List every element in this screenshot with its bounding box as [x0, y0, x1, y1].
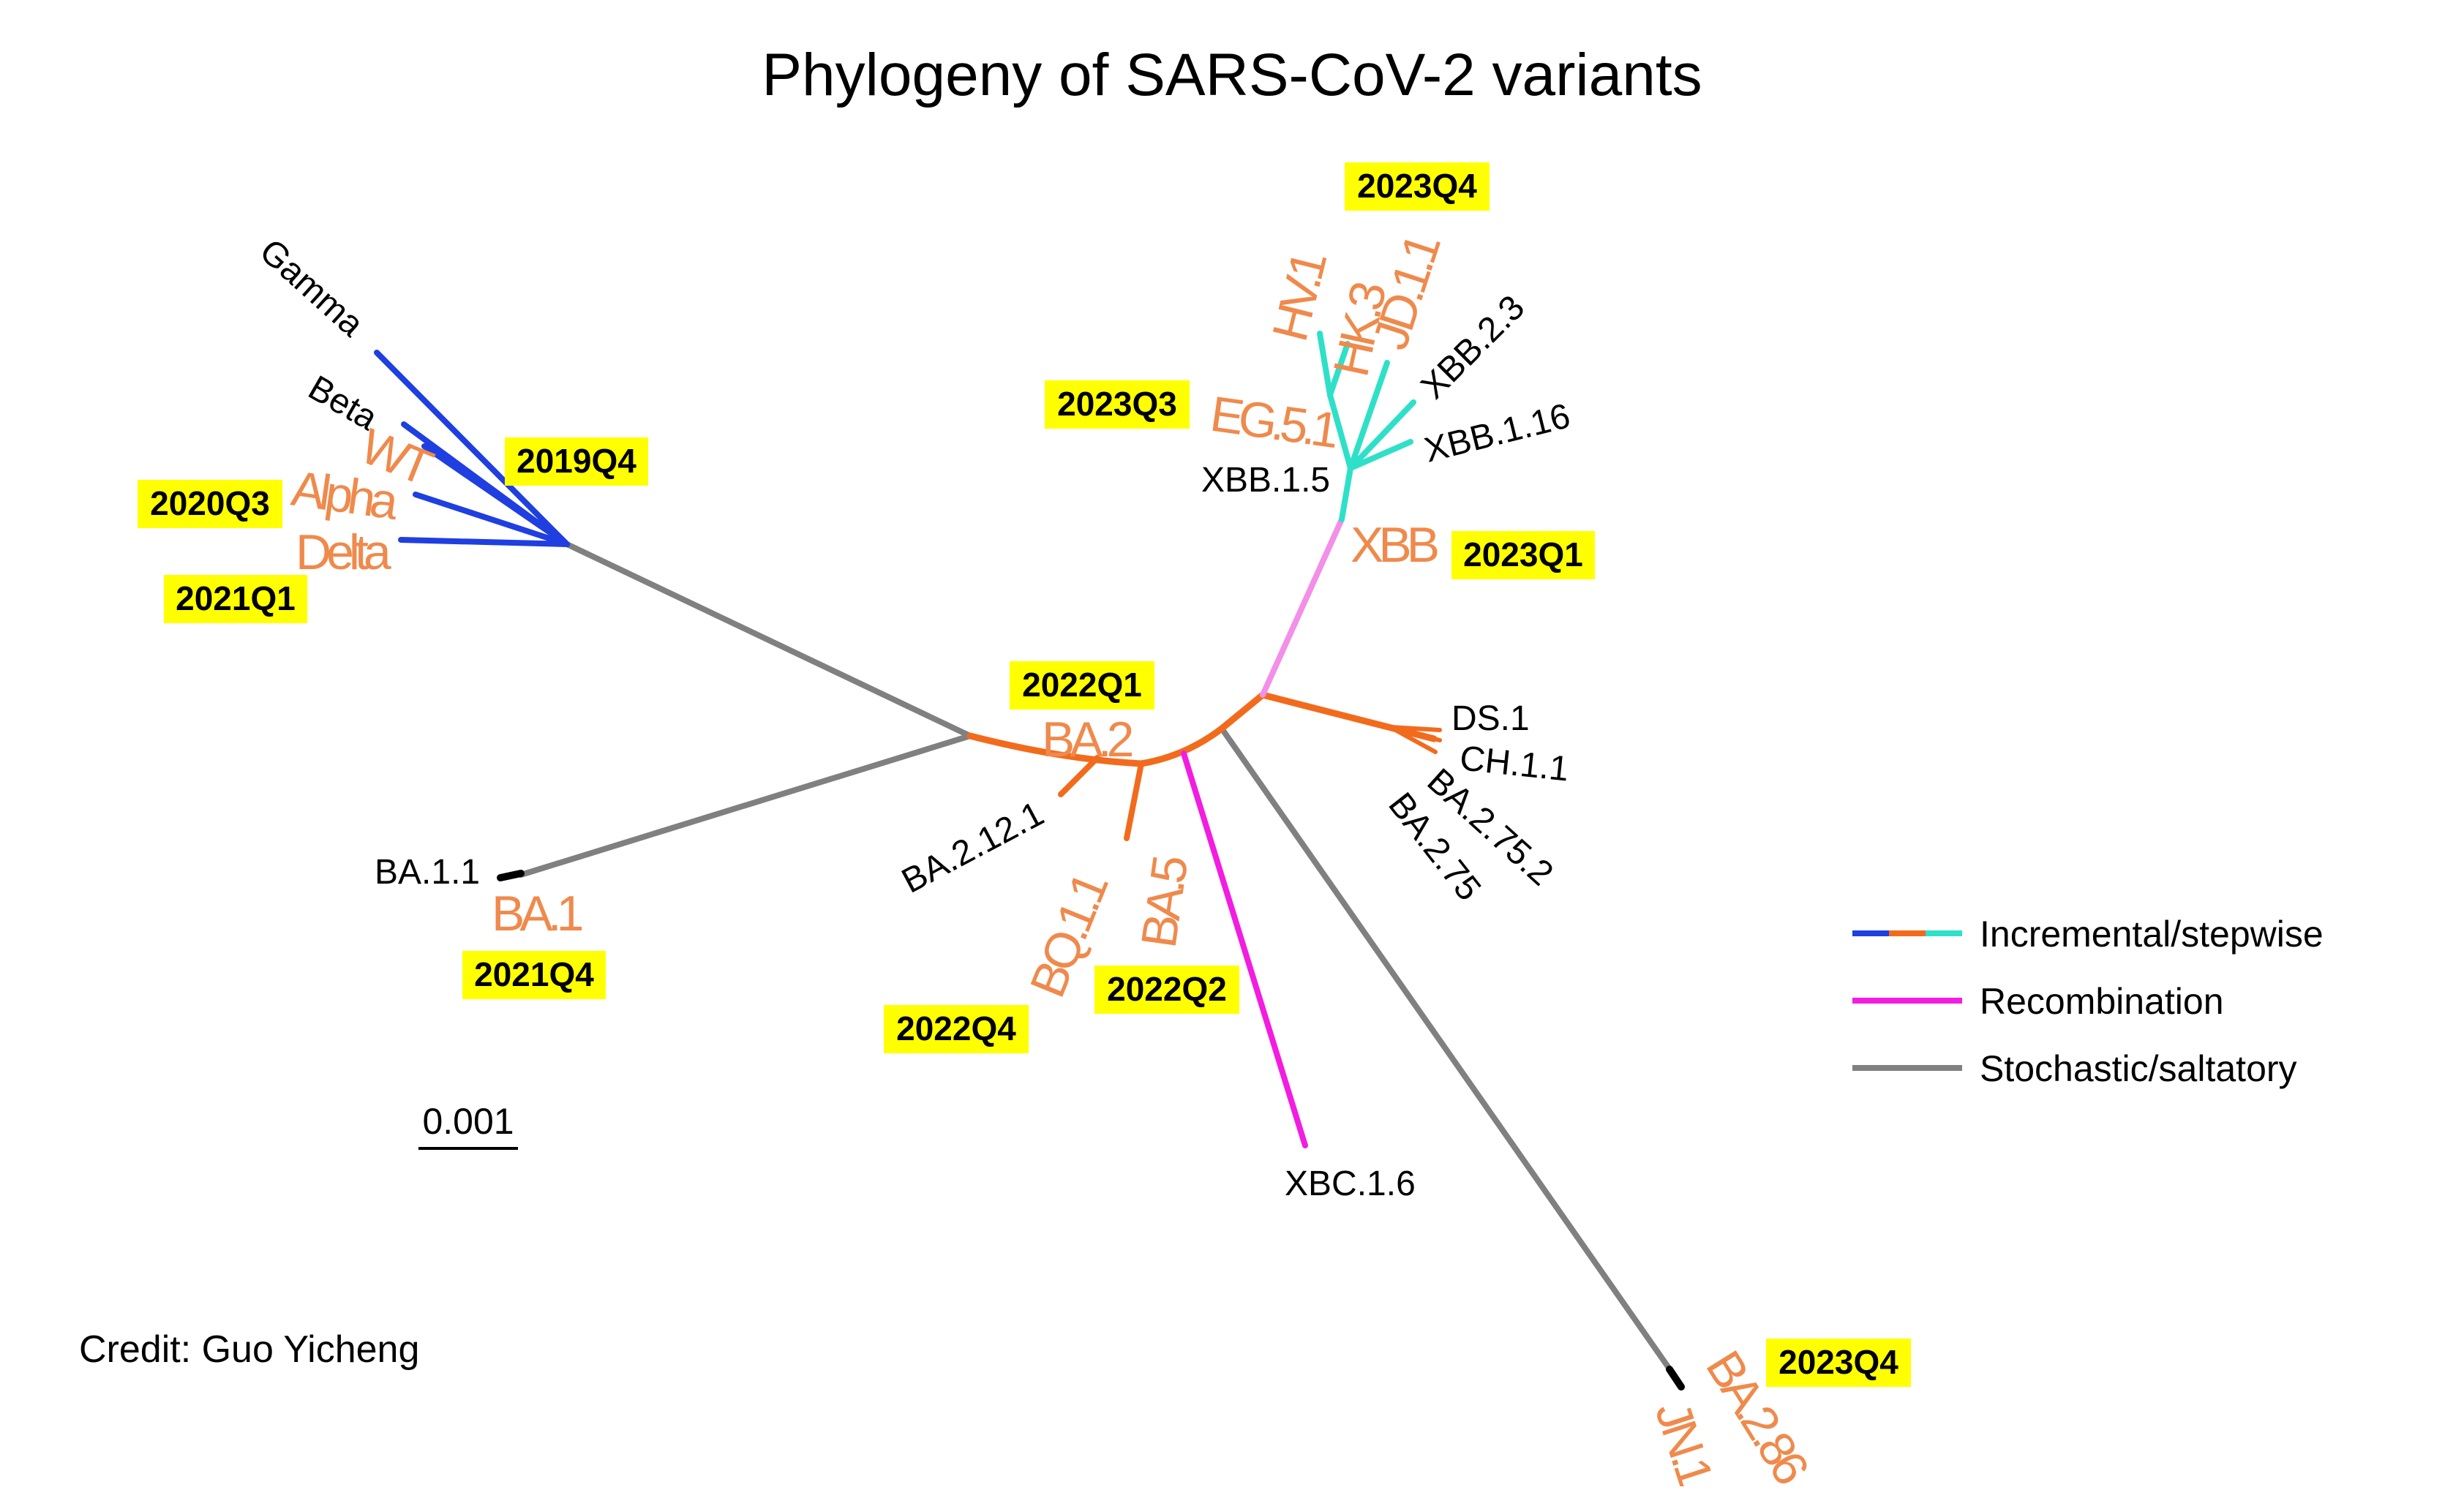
quarter-2020q3: 2020Q3	[138, 480, 282, 528]
svg-text:2023Q4: 2023Q4	[1357, 167, 1477, 205]
branch-root-to-ba2	[564, 541, 973, 739]
label-xbb1-5: XBB.1.5	[1201, 461, 1330, 500]
branch-xbb2-3	[1348, 399, 1416, 471]
tip-ba2-86	[1666, 1366, 1685, 1391]
svg-text:2019Q4: 2019Q4	[517, 442, 636, 480]
branch-wt	[421, 443, 570, 547]
svg-text:2022Q4: 2022Q4	[896, 1009, 1016, 1047]
credit-text: Credit: Guo Yicheng	[79, 1328, 419, 1371]
quarter-2023q3: 2023Q3	[1045, 380, 1190, 429]
branch-jd1-1	[1348, 360, 1390, 471]
scale-bar: 0.001	[418, 1101, 518, 1150]
branch-xbb	[1260, 516, 1345, 698]
branch-eg5-1	[1327, 392, 1353, 471]
tip-ba1-1	[497, 870, 525, 881]
label-ch1-1: CH.1.1	[1458, 739, 1571, 789]
figure-title: Phylogeny of SARS-CoV-2 variants	[762, 42, 1702, 108]
label-gamma: Gamma	[252, 232, 372, 345]
branch-hk3	[1327, 341, 1351, 398]
svg-text:2022Q1: 2022Q1	[1022, 666, 1142, 704]
svg-text:Stochastic/saltatory: Stochastic/saltatory	[1980, 1048, 2297, 1089]
svg-text:Recombination: Recombination	[1980, 981, 2224, 1022]
label-ba2: BA.2	[1042, 712, 1133, 767]
svg-text:2021Q4: 2021Q4	[474, 955, 594, 993]
label-jn1: JN.1	[1645, 1395, 1724, 1486]
label-ba5: BA.5	[1131, 854, 1198, 951]
legend-item-incremental: Incremental/stepwise	[1852, 914, 2324, 955]
branch-omicron-backbone	[966, 691, 1266, 767]
label-xbc1-6: XBC.1.6	[1285, 1164, 1416, 1203]
label-ba1-1: BA.1.1	[375, 853, 480, 892]
label-eg5-1: EG.5.1	[1207, 386, 1341, 459]
branch-ba2-to-ba1	[518, 733, 973, 878]
variant-labels: Gamma Beta WT Alpha Delta BA.1.1 BA.1 BA…	[252, 228, 1819, 1490]
legend: Incremental/stepwise Recombination Stoch…	[1852, 914, 2324, 1089]
scale-bar-label: 0.001	[422, 1101, 514, 1142]
label-ba2-12-1: BA.2.12.1	[895, 794, 1050, 901]
quarter-2022q2: 2022Q2	[1094, 966, 1239, 1014]
svg-text:2021Q1: 2021Q1	[176, 579, 296, 617]
branch-hv1	[1317, 331, 1333, 398]
svg-text:2020Q3: 2020Q3	[150, 484, 270, 522]
quarter-2021q4: 2021Q4	[462, 951, 606, 999]
branch-xbb1-16	[1348, 439, 1413, 471]
branch-ba2-12-1	[1058, 755, 1100, 797]
label-xbb1-16: XBB.1.16	[1421, 396, 1574, 470]
svg-text:Incremental/stepwise: Incremental/stepwise	[1980, 914, 2324, 955]
legend-item-stochastic: Stochastic/saltatory	[1852, 1048, 2297, 1089]
quarter-2023q1: 2023Q1	[1451, 531, 1595, 579]
branch-ba2-75-2	[1388, 725, 1438, 754]
label-ds1: DS.1	[1451, 699, 1530, 738]
label-hv1: HV.1	[1262, 247, 1337, 347]
label-delta: Delta	[296, 524, 391, 580]
quarter-2019q4: 2019Q4	[505, 437, 648, 486]
quarter-2023q4-top: 2023Q4	[1345, 162, 1490, 211]
quarter-2022q1: 2022Q1	[1010, 661, 1154, 710]
branch-xbc	[1181, 750, 1308, 1148]
quarter-2021q1: 2021Q1	[164, 575, 307, 623]
branches	[374, 331, 1685, 1391]
svg-text:2023Q4: 2023Q4	[1778, 1343, 1898, 1381]
branch-delta	[398, 537, 570, 547]
legend-item-recombination: Recombination	[1852, 981, 2224, 1022]
quarter-2023q4-bottom: 2023Q4	[1766, 1339, 1911, 1387]
svg-text:2023Q1: 2023Q1	[1463, 535, 1583, 573]
branch-alpha	[413, 492, 570, 547]
svg-text:2022Q2: 2022Q2	[1107, 970, 1227, 1008]
label-xbb2-3: XBB.2.3	[1413, 288, 1532, 407]
quarter-2022q4: 2022Q4	[884, 1005, 1029, 1053]
svg-text:2023Q3: 2023Q3	[1057, 385, 1177, 423]
branch-gamma	[374, 350, 570, 547]
branch-xbb-to-xbb1-5	[1339, 465, 1353, 522]
branch-to-ba2-86	[1219, 726, 1682, 1385]
label-xbb: XBB	[1351, 517, 1438, 573]
quarter-labels: 2019Q4 2020Q3 2021Q1 2021Q4 2022Q1 2022Q…	[138, 162, 1911, 1387]
branch-ba5	[1124, 761, 1144, 841]
label-ba1: BA.1	[492, 886, 582, 941]
